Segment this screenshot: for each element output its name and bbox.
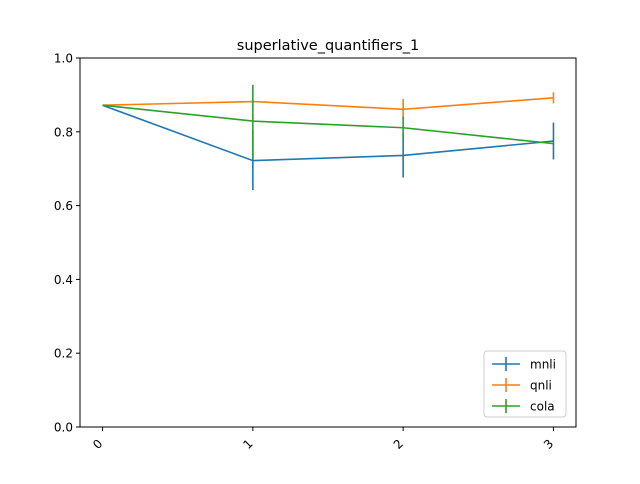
legend-box <box>483 350 567 418</box>
chart-title: superlative_quantifiers_1 <box>237 38 419 54</box>
series-line-cola <box>102 104 554 145</box>
series-cola <box>102 84 554 158</box>
y-tick-label: 0.2 <box>54 347 73 361</box>
series-line-qnli <box>102 97 554 111</box>
legend-label-mnli: mnli <box>530 358 556 372</box>
series-qnli <box>102 92 555 120</box>
y-tick-label: 1.0 <box>54 52 73 66</box>
legend: mnli qnli cola <box>483 350 567 418</box>
plot-frame <box>79 57 577 428</box>
legend-label-qnli: qnli <box>530 379 552 393</box>
series-mnli <box>102 104 555 191</box>
y-tick-label: 0.4 <box>54 273 73 287</box>
y-tick-label: 0.8 <box>54 125 73 139</box>
legend-label-cola: cola <box>530 400 555 414</box>
series-line-mnli <box>102 104 554 162</box>
series-layer <box>102 84 555 191</box>
y-tick-label: 0.6 <box>54 199 73 213</box>
y-tick-label: 0.0 <box>54 421 73 435</box>
